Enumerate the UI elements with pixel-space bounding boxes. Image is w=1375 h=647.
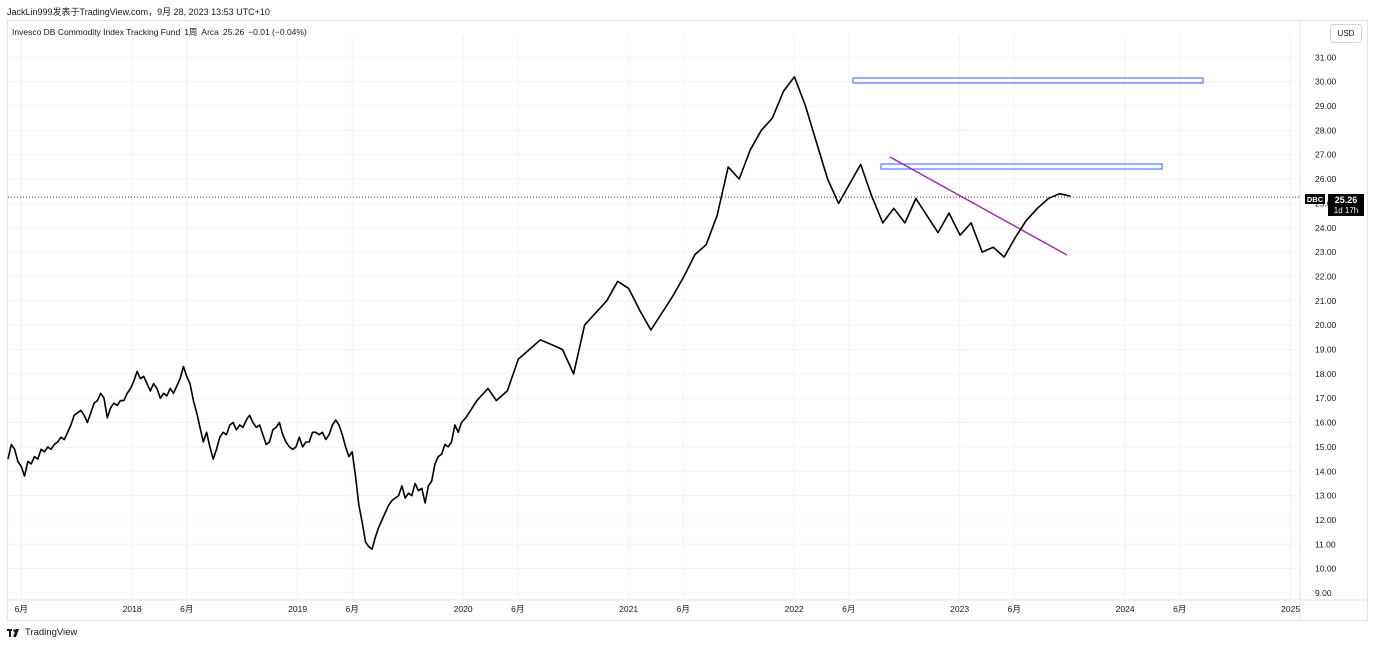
chart-attribution: JackLin999发表于TradingView.com，9月 28, 2023… [7, 7, 270, 17]
time-tick-label: 2022 [785, 604, 804, 614]
price-tick-label: 9.00 [1315, 588, 1332, 598]
time-axis[interactable]: 6月 2018 6月 2019 6月 2020 6月 2021 6月 2022 6月 2023 6月 20… [15, 604, 1301, 614]
time-tick-label: 2023 [950, 604, 969, 614]
price-tick-label: 17.00 [1315, 393, 1337, 403]
price-tick-label: 16.00 [1315, 418, 1337, 428]
tradingview-logo[interactable]: TradingView [7, 627, 77, 638]
price-tick-label: 29.00 [1315, 101, 1337, 111]
ticker-tag: DBC [1307, 195, 1324, 204]
price-line [7, 76, 1071, 550]
time-tick-label: 2018 [123, 604, 142, 614]
time-tick-label: 6月 [511, 604, 524, 614]
price-axis[interactable]: 9.00 10.00 11.00 12.00 13.00 14.00 15.00 16.00 1… [1315, 52, 1337, 598]
price-tick-label: 31.00 [1315, 52, 1337, 62]
price-tick-label: 12.00 [1315, 515, 1337, 525]
price-tick-label: 10.00 [1315, 564, 1337, 574]
chart-grid [7, 20, 1368, 621]
chart-drawings[interactable] [852, 77, 1204, 256]
price-tick-label: 13.00 [1315, 491, 1337, 501]
time-tick-label: 2020 [454, 604, 473, 614]
time-tick-label: 2019 [288, 604, 307, 614]
price-tick-label: 11.00 [1315, 539, 1336, 549]
interval-label: 1周 [184, 27, 198, 37]
price-tag-countdown: 1d 17h [1334, 206, 1358, 215]
price-tag-bg [1328, 194, 1364, 216]
price-tick-label: 20.00 [1315, 320, 1337, 330]
time-tick-label: 6月 [1173, 604, 1186, 614]
price-tag-value: 25.26 [1335, 195, 1358, 205]
price-tick-label: 24.00 [1315, 223, 1337, 233]
ticker-tag-bg [1305, 194, 1325, 204]
price-tick-label: 19.00 [1315, 345, 1337, 355]
price-tick-label: 14.00 [1315, 466, 1337, 476]
resistance-box-upper [852, 77, 1204, 84]
current-price-tag: DBC 25.26 1d 17h [1305, 194, 1364, 216]
price-tick-label: 30.00 [1315, 77, 1337, 87]
price-tick-label: 22.00 [1315, 271, 1337, 281]
price-tick-label: 21.00 [1315, 296, 1337, 306]
price-tick-label: 26.00 [1315, 174, 1337, 184]
price-tick-label: 25.00 [1315, 198, 1337, 208]
symbol-legend: Invesco DB Commodity Index Tracking Fund… [12, 26, 311, 38]
exchange-label: Arca [201, 27, 219, 37]
last-price: 25.26 [222, 27, 245, 37]
time-tick-label: 6月 [842, 604, 855, 614]
currency-button[interactable]: USD [1330, 24, 1362, 43]
time-tick-label: 2025 [1281, 604, 1300, 614]
resistance-box-lower [880, 163, 1163, 170]
price-tick-label: 23.00 [1315, 247, 1337, 257]
time-tick-label: 6月 [677, 604, 690, 614]
time-tick-label: 6月 [346, 604, 359, 614]
chart-frame [7, 20, 1368, 621]
price-tick-label: 28.00 [1315, 125, 1337, 135]
time-tick-label: 2024 [1116, 604, 1135, 614]
time-tick-label: 6月 [15, 604, 28, 614]
symbol-name[interactable]: Invesco DB Commodity Index Tracking Fund [12, 27, 181, 37]
trend-line [889, 156, 1068, 256]
tradingview-logo-icon [7, 628, 19, 637]
price-tick-label: 27.00 [1315, 150, 1337, 160]
time-tick-label: 6月 [1008, 604, 1021, 614]
tradingview-brand: TradingView [25, 627, 78, 638]
price-tick-label: 18.00 [1315, 369, 1337, 379]
price-tick-label: 15.00 [1315, 442, 1337, 452]
time-tick-label: 6月 [180, 604, 193, 614]
price-change: −0.01 (−0.04%) [248, 27, 307, 37]
price-series [7, 76, 1300, 550]
time-tick-label: 2021 [619, 604, 638, 614]
